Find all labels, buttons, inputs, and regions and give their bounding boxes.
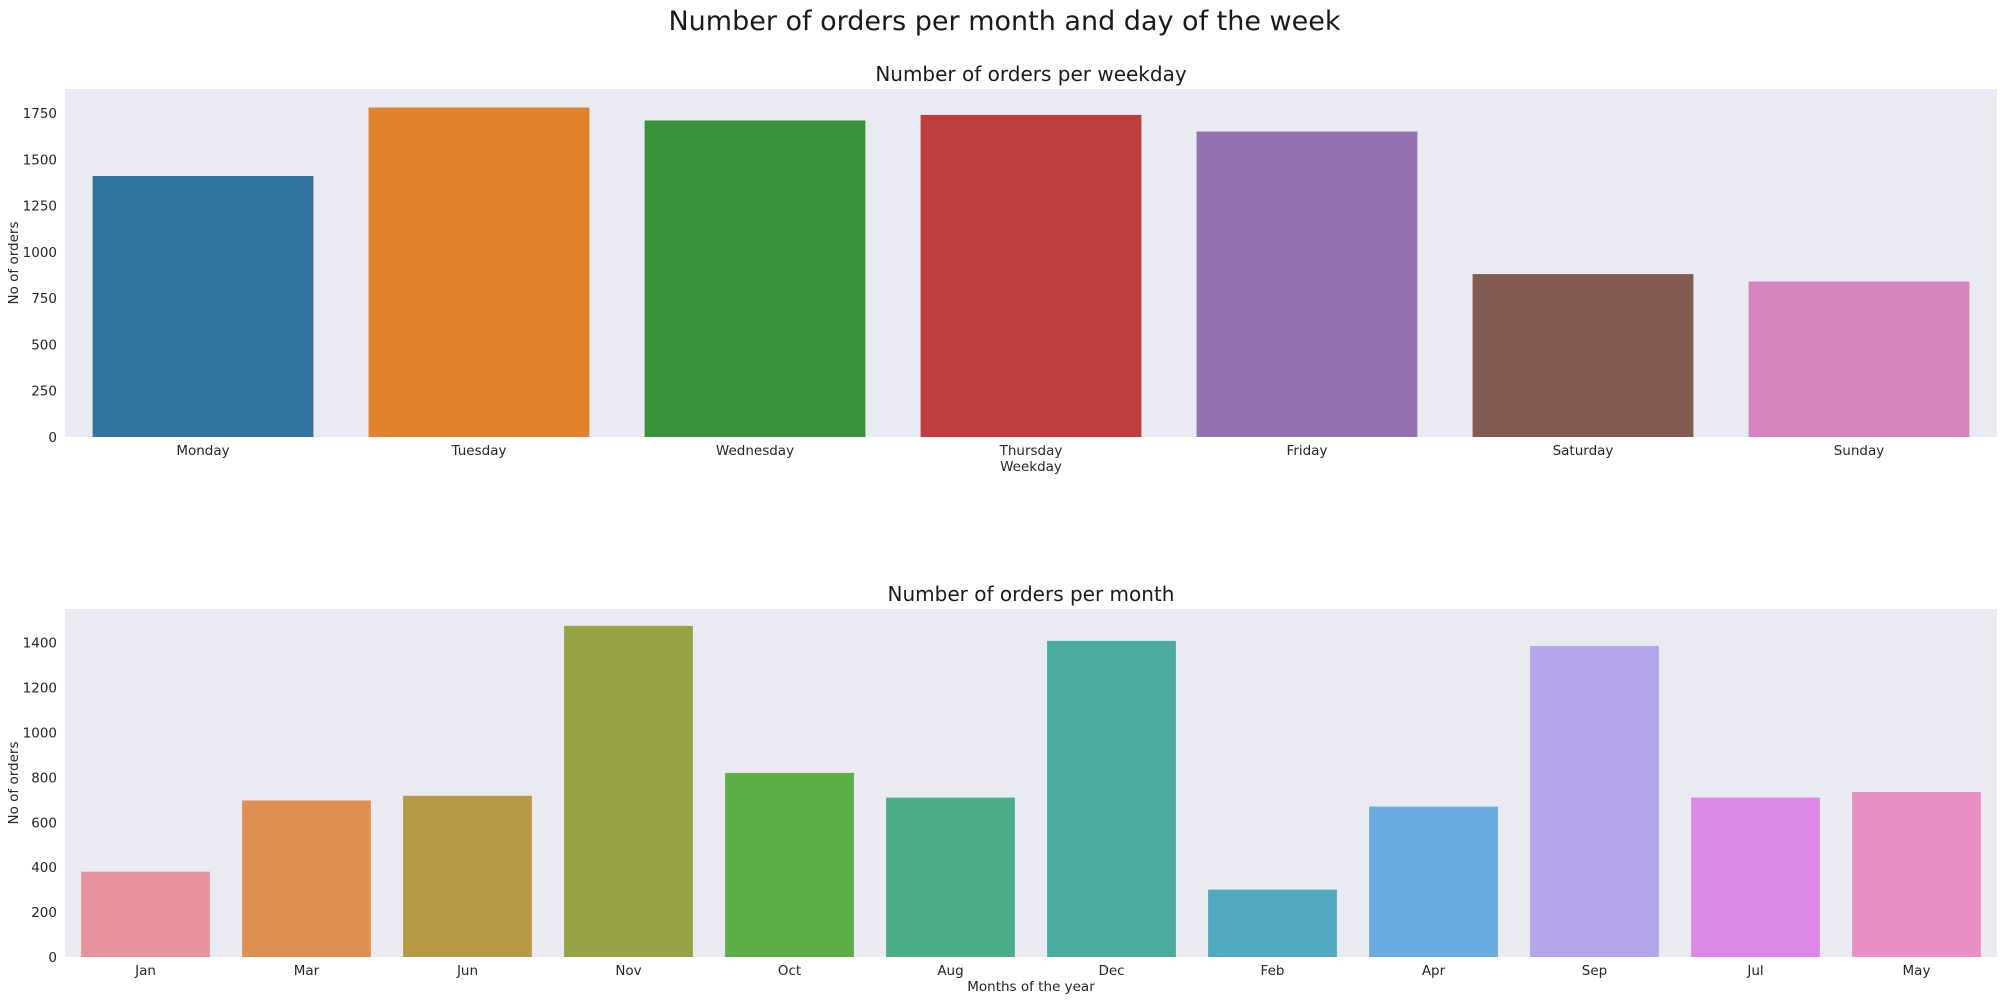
month-y-tick-label: 800 — [31, 770, 57, 786]
weekday-x-tick-label: Monday — [176, 443, 229, 459]
figure-suptitle: Number of orders per month and day of th… — [668, 6, 1341, 37]
month-x-tick-label: Dec — [1098, 963, 1124, 979]
weekday-x-axis-label: Weekday — [1000, 459, 1062, 475]
month-bar-oct — [725, 772, 854, 957]
month-bar-apr — [1369, 806, 1498, 957]
month-bars — [81, 625, 1981, 957]
month-y-tick-label: 0 — [48, 950, 57, 966]
weekday-bar-wednesday — [644, 120, 866, 438]
month-bar-aug — [886, 797, 1015, 957]
month-y-tick-label: 200 — [31, 905, 57, 921]
month-bar-feb — [1208, 889, 1337, 957]
weekday-y-tick-label: 750 — [31, 291, 57, 307]
weekday-x-tick-label: Saturday — [1553, 443, 1614, 459]
weekday-bar-monday — [92, 176, 314, 437]
month-x-tick-label: Aug — [937, 963, 963, 979]
month-bar-may — [1852, 791, 1981, 957]
month-bar-mar — [242, 800, 371, 957]
weekday-chart-title: Number of orders per weekday — [875, 62, 1187, 86]
month-chart-title: Number of orders per month — [888, 582, 1175, 606]
weekday-x-tick-label: Tuesday — [451, 443, 507, 459]
weekday-x-tick-label: Friday — [1287, 443, 1328, 459]
weekday-y-tick-label: 0 — [48, 430, 57, 446]
month-x-tick-label: Feb — [1261, 963, 1285, 979]
weekday-y-tick-label: 1250 — [23, 199, 57, 215]
month-x-tick-label: Sep — [1582, 963, 1607, 979]
month-y-axis-label: No of orders — [6, 742, 22, 825]
month-x-tick-label: Nov — [615, 963, 641, 979]
month-x-tick-label: Oct — [778, 963, 801, 979]
month-y-tick-label: 400 — [31, 860, 57, 876]
month-x-tick-label: Jan — [134, 963, 156, 979]
month-x-axis-label: Months of the year — [967, 979, 1095, 995]
month-bar-jan — [81, 871, 210, 957]
month-y-tick-label: 1000 — [23, 725, 57, 741]
month-x-tick-label: Jun — [456, 963, 478, 979]
weekday-y-ticks: 0 250 500 750 1000 1250 1500 1750 — [23, 106, 57, 446]
weekday-bars — [92, 107, 1970, 438]
weekday-y-tick-label: 1000 — [23, 245, 57, 261]
month-y-ticks: 0 200 400 600 800 1000 1200 1400 — [23, 636, 57, 966]
month-plot-area — [65, 609, 1997, 957]
weekday-y-tick-label: 1750 — [23, 106, 57, 122]
weekday-bar-sunday — [1748, 281, 1970, 437]
month-x-tick-label: Jul — [1746, 963, 1763, 979]
month-x-tick-label: Apr — [1422, 963, 1446, 979]
month-x-tick-label: Mar — [294, 963, 320, 979]
month-x-tick-label: May — [1903, 963, 1931, 979]
weekday-bar-saturday — [1472, 274, 1694, 437]
weekday-bar-friday — [1196, 131, 1418, 437]
month-chart: Number of orders per month Months of the… — [6, 582, 1997, 995]
month-bar-jul — [1691, 797, 1820, 957]
weekday-x-tick-label: Thursday — [999, 443, 1063, 459]
month-y-tick-label: 1400 — [23, 636, 57, 652]
weekday-y-tick-label: 500 — [31, 337, 57, 353]
weekday-x-tick-label: Wednesday — [716, 443, 794, 459]
weekday-chart: Number of orders per weekday Weekday No … — [6, 62, 1997, 475]
month-y-tick-label: 1200 — [23, 681, 57, 697]
month-x-ticks: Jan Mar Jun Nov Oct Aug Dec Feb Apr Sep Jul May — [134, 963, 1930, 979]
weekday-bar-thursday — [920, 114, 1142, 438]
weekday-x-ticks: Monday Tuesday Wednesday Thursday Friday Satu… — [176, 443, 1884, 459]
month-y-tick-label: 600 — [31, 815, 57, 831]
weekday-y-axis-label: No of orders — [6, 222, 22, 305]
weekday-x-tick-label: Sunday — [1834, 443, 1885, 459]
month-bar-sep — [1530, 646, 1659, 957]
month-bar-dec — [1047, 640, 1176, 957]
weekday-y-tick-label: 250 — [31, 384, 57, 400]
month-bar-jun — [403, 795, 532, 957]
month-bar-nov — [564, 625, 693, 957]
weekday-y-tick-label: 1500 — [23, 152, 57, 168]
weekday-bar-tuesday — [368, 107, 590, 438]
